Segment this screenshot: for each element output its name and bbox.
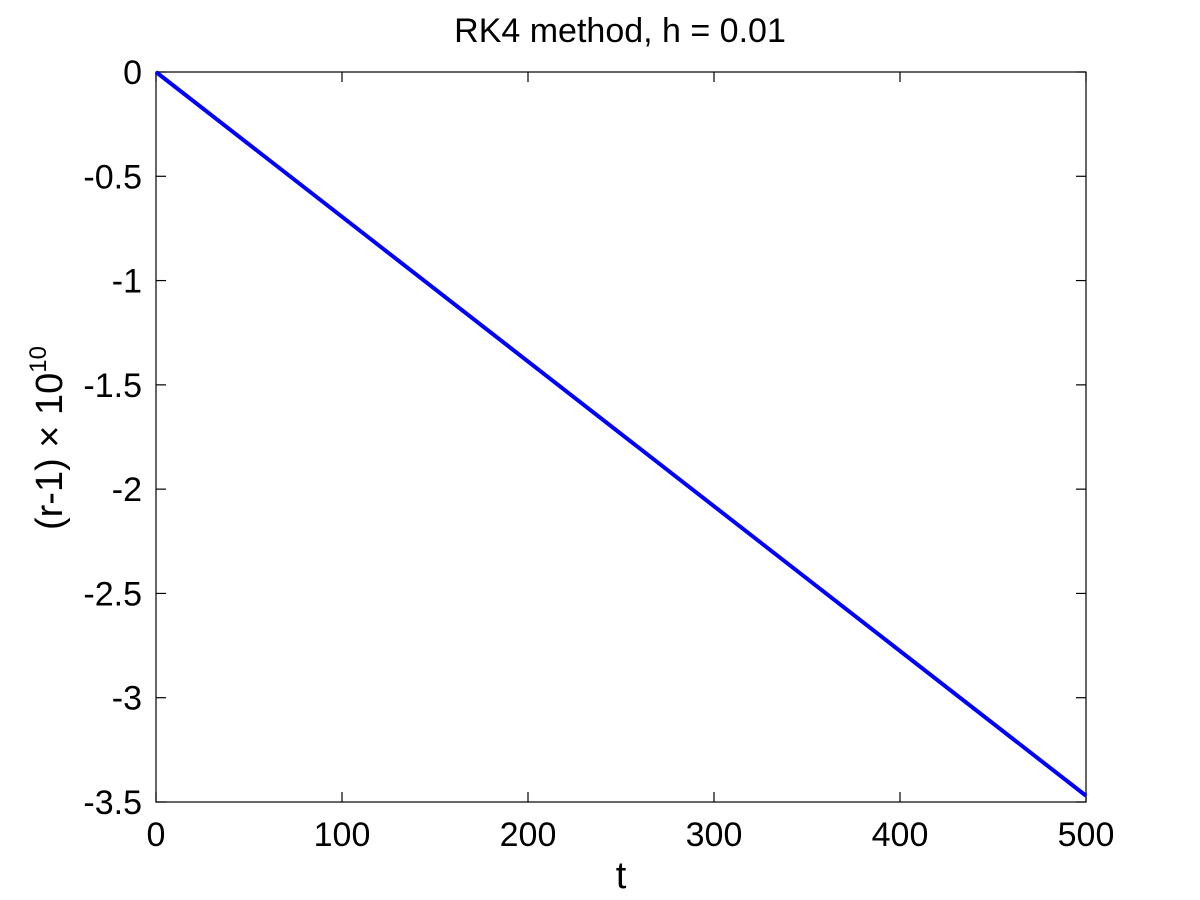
y-tick-label: -0.5: [83, 158, 142, 196]
x-tick-label: 200: [500, 816, 557, 854]
y-tick-label: 0: [123, 54, 142, 92]
y-tick-label: -1: [112, 263, 142, 301]
y-tick-label: -3: [112, 680, 142, 718]
y-tick-label: -2: [112, 471, 142, 509]
y-axis-label-base: (r-1) × 10: [29, 373, 71, 530]
plot-area: [155, 71, 1087, 803]
x-tick-label: 400: [872, 816, 929, 854]
x-tick-label: 500: [1058, 816, 1115, 854]
x-tick-label: 0: [147, 816, 166, 854]
y-axis-label: (r-1) × 1010: [25, 346, 71, 530]
y-tick-label: -1.5: [83, 367, 142, 405]
y-tick-label: -2.5: [83, 575, 142, 613]
series-line: [154, 70, 1088, 798]
series-layer: [154, 70, 1088, 798]
svg-text:(r-1) × 1010: (r-1) × 1010: [25, 346, 71, 530]
chart-title: RK4 method, h = 0.01: [454, 12, 786, 50]
x-tick-label: 300: [686, 816, 743, 854]
x-tick-label: 100: [314, 816, 371, 854]
x-axis-label: t: [616, 855, 627, 897]
y-tick-label: -3.5: [83, 784, 142, 822]
y-axis-label-exponent: 10: [25, 346, 52, 373]
tick-labels: 0 100 200 300 400 500 0 -0.5 -1 -1.5 -2 -2.5 -3 -3.5: [83, 54, 1114, 854]
